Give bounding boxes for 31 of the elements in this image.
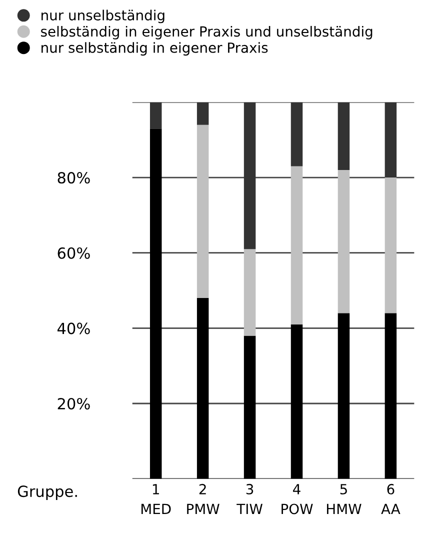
legend-label: nur selbständig in eigener Praxis (42, 42, 268, 56)
bar (150, 128, 162, 479)
y-tick-label: 40% (57, 322, 90, 334)
x-tick-label: 3 TIW (236, 484, 262, 514)
bar (290, 324, 303, 479)
bar (384, 313, 397, 479)
bar (384, 178, 397, 314)
bar (196, 298, 209, 479)
x-tick-label: 1 MED (141, 484, 171, 514)
bar (290, 102, 303, 166)
bar (196, 124, 209, 298)
x-tick-label: 6 AA (381, 484, 400, 514)
x-tick-label: 2 PMW (187, 484, 220, 514)
bar (196, 102, 209, 125)
bar (290, 166, 303, 324)
bar (338, 170, 350, 314)
x-tick-label: 4 POW (282, 484, 313, 514)
bar (244, 336, 256, 479)
x-tick-label: 5 HMW (327, 484, 362, 514)
legend-label: nur unselbständig (42, 10, 164, 24)
legend-label: selbständig in eigener Praxis und unselbständig (41, 26, 372, 40)
bar (244, 102, 256, 250)
y-tick-label: 80% (58, 172, 90, 184)
bar (150, 102, 162, 129)
text: Gruppe. (18, 486, 77, 500)
bar (244, 249, 256, 336)
bar (384, 102, 397, 178)
y-tick-label: 20% (58, 398, 90, 410)
bar (338, 313, 350, 479)
y-tick-label: 60% (58, 247, 90, 259)
bar (338, 102, 350, 170)
